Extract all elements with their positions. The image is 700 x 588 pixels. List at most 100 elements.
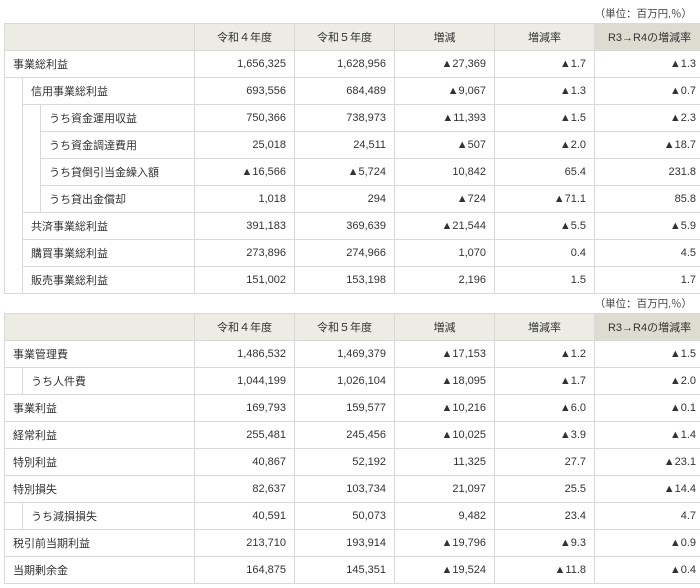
cell-y1: 164,875: [195, 557, 295, 584]
indent-spacer: [5, 368, 23, 395]
cell-rate: ▲11.8: [495, 557, 595, 584]
cell-y2: 294: [295, 186, 395, 213]
table-row: 税引前当期利益213,710193,914▲19,796▲9.3▲0.9: [5, 530, 700, 557]
cell-y1: 1,656,325: [195, 51, 295, 78]
cell-diff: 10,842: [395, 159, 495, 186]
table-row: うち資金運用収益750,366738,973▲11,393▲1.5▲2.3: [5, 105, 700, 132]
cell-rate: ▲6.0: [495, 395, 595, 422]
indent-spacer: [5, 503, 23, 530]
header-prev-rate: R3→R4の増減率: [595, 314, 700, 341]
cell-prev: ▲2.0: [595, 368, 700, 395]
cell-prev: ▲1.4: [595, 422, 700, 449]
row-label: 購買事業総利益: [23, 240, 195, 267]
row-label: 特別利益: [5, 449, 195, 476]
table-row: うち貸倒引当金繰入額▲16,566▲5,72410,84265.4231.8: [5, 159, 700, 186]
row-label: 販売事業総利益: [23, 267, 195, 294]
cell-y1: 391,183: [195, 213, 295, 240]
cell-prev: ▲14.4: [595, 476, 700, 503]
cell-prev: ▲0.4: [595, 557, 700, 584]
table-row: 経常利益255,481245,456▲10,025▲3.9▲1.4: [5, 422, 700, 449]
table-row: 特別利益40,86752,19211,32527.7▲23.1: [5, 449, 700, 476]
cell-y1: 273,896: [195, 240, 295, 267]
financial-table-2: 令和４年度 令和５年度 増減 増減率 R3→R4の増減率 事業管理費1,486,…: [4, 313, 700, 584]
financial-table-1: 令和４年度 令和５年度 増減 増減率 R3→R4の増減率 事業総利益1,656,…: [4, 23, 700, 294]
cell-diff: 11,325: [395, 449, 495, 476]
cell-rate: 25.5: [495, 476, 595, 503]
row-label: 信用事業総利益: [23, 78, 195, 105]
cell-diff: ▲11,393: [395, 105, 495, 132]
unit-label-2: （単位：百万円,％）: [4, 296, 692, 311]
cell-diff: ▲18,095: [395, 368, 495, 395]
cell-diff: ▲19,796: [395, 530, 495, 557]
cell-diff: ▲19,524: [395, 557, 495, 584]
table-row: 特別損失82,637103,73421,09725.5▲14.4: [5, 476, 700, 503]
cell-y2: 1,026,104: [295, 368, 395, 395]
row-label: うち資金調達費用: [41, 132, 195, 159]
cell-y1: 1,044,199: [195, 368, 295, 395]
cell-prev: 1.7: [595, 267, 700, 294]
table-header-row: 令和４年度 令和５年度 増減 増減率 R3→R4の増減率: [5, 314, 700, 341]
cell-diff: 1,070: [395, 240, 495, 267]
cell-y1: 40,867: [195, 449, 295, 476]
cell-y1: 40,591: [195, 503, 295, 530]
cell-rate: 23.4: [495, 503, 595, 530]
cell-prev: ▲0.1: [595, 395, 700, 422]
cell-y1: 1,018: [195, 186, 295, 213]
cell-prev: ▲5.9: [595, 213, 700, 240]
cell-rate: ▲9.3: [495, 530, 595, 557]
header-diff: 増減: [395, 314, 495, 341]
row-label: うち人件費: [23, 368, 195, 395]
cell-y1: 693,556: [195, 78, 295, 105]
cell-rate: 27.7: [495, 449, 595, 476]
row-label: 共済事業総利益: [23, 213, 195, 240]
row-label: うち貸出金償却: [41, 186, 195, 213]
header-y2: 令和５年度: [295, 314, 395, 341]
table-header-row: 令和４年度 令和５年度 増減 増減率 R3→R4の増減率: [5, 24, 700, 51]
cell-diff: ▲21,544: [395, 213, 495, 240]
table-row: うち人件費1,044,1991,026,104▲18,095▲1.7▲2.0: [5, 368, 700, 395]
cell-y2: 52,192: [295, 449, 395, 476]
indent-spacer: [23, 105, 41, 213]
header-blank: [5, 24, 195, 51]
cell-rate: ▲2.0: [495, 132, 595, 159]
cell-diff: ▲507: [395, 132, 495, 159]
cell-y2: 369,639: [295, 213, 395, 240]
cell-prev: ▲0.9: [595, 530, 700, 557]
cell-prev: 4.5: [595, 240, 700, 267]
row-label: うち資金運用収益: [41, 105, 195, 132]
cell-diff: ▲10,216: [395, 395, 495, 422]
cell-y2: 684,489: [295, 78, 395, 105]
cell-y2: 159,577: [295, 395, 395, 422]
header-prev-rate: R3→R4の増減率: [595, 24, 700, 51]
header-rate: 増減率: [495, 24, 595, 51]
cell-rate: ▲1.2: [495, 341, 595, 368]
cell-prev: ▲1.5: [595, 341, 700, 368]
table-row: うち貸出金償却1,018294▲724▲71.185.8: [5, 186, 700, 213]
cell-y1: 1,486,532: [195, 341, 295, 368]
cell-rate: 65.4: [495, 159, 595, 186]
cell-diff: ▲10,025: [395, 422, 495, 449]
header-y1: 令和４年度: [195, 24, 295, 51]
cell-prev: 231.8: [595, 159, 700, 186]
cell-y2: 50,073: [295, 503, 395, 530]
cell-rate: ▲1.5: [495, 105, 595, 132]
cell-y1: 213,710: [195, 530, 295, 557]
cell-rate: ▲1.3: [495, 78, 595, 105]
cell-diff: ▲17,153: [395, 341, 495, 368]
table-row: うち減損損失40,59150,0739,48223.44.7: [5, 503, 700, 530]
cell-y1: 82,637: [195, 476, 295, 503]
cell-rate: ▲1.7: [495, 368, 595, 395]
table-row: 購買事業総利益273,896274,9661,0700.44.5: [5, 240, 700, 267]
cell-diff: ▲724: [395, 186, 495, 213]
cell-prev: ▲23.1: [595, 449, 700, 476]
cell-y2: 145,351: [295, 557, 395, 584]
table-row: 事業利益169,793159,577▲10,216▲6.0▲0.1: [5, 395, 700, 422]
row-label: うち減損損失: [23, 503, 195, 530]
cell-prev: ▲18.7: [595, 132, 700, 159]
cell-y1: 151,002: [195, 267, 295, 294]
cell-prev: 85.8: [595, 186, 700, 213]
header-y2: 令和５年度: [295, 24, 395, 51]
cell-y2: 193,914: [295, 530, 395, 557]
table-row: うち資金調達費用25,01824,511▲507▲2.0▲18.7: [5, 132, 700, 159]
table-row: 共済事業総利益391,183369,639▲21,544▲5.5▲5.9: [5, 213, 700, 240]
